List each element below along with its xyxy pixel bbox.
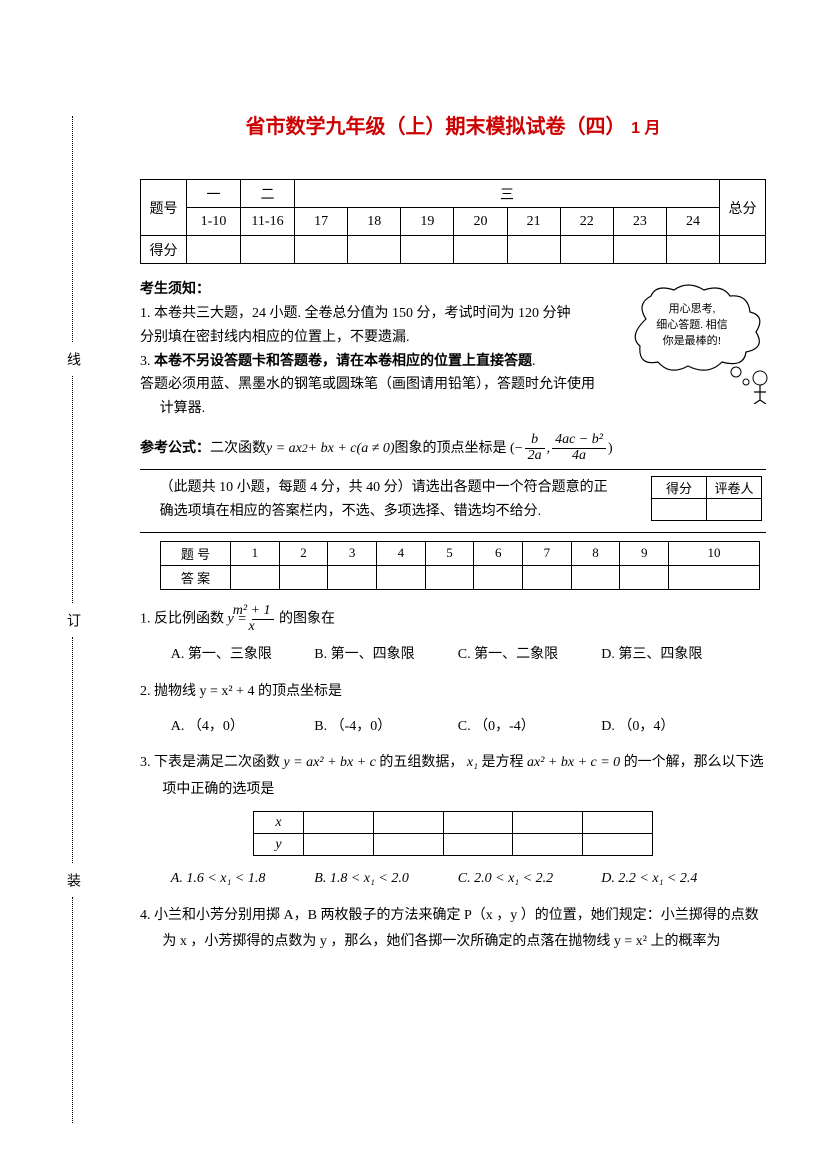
formula-label: 参考公式： [140,436,210,461]
cell: 题号 [141,180,187,236]
cell [720,236,766,264]
cell: 22 [560,208,613,236]
score-summary-table: 题号 一 二 三 总分 1-10 11-16 17 18 19 20 21 22… [140,179,766,264]
answer-table: 题 号 1 2 3 4 5 6 7 8 9 10 答 案 [160,541,760,590]
question-2-options: A. （4，0） B. （-4，0） C. （0，-4） D. （0，4） [140,714,766,741]
cell [348,236,401,264]
cell: 1-10 [187,208,241,236]
cell: 19 [401,208,454,236]
cell: 总分 [720,180,766,236]
question-4: 4. 小兰和小芳分别用掷 A，B 两枚骰子的方法来确定 P（x ，y ）的位置，… [140,903,766,956]
thought-bubble-cartoon: 用心思考, 细心答题. 相信 你是最棒的! [626,284,776,404]
cell [666,236,719,264]
cell [613,236,666,264]
dotted-line [72,116,73,342]
svg-text:细心答题. 相信: 细心答题. 相信 [656,317,728,331]
mini-score-table: 得分评卷人 [651,476,762,521]
question-3-options: A. 1.6 < x₁ < 1.8 B. 1.8 < x₁ < 2.0 C. 2… [140,866,766,893]
question-2: 2. 抛物线 y = x² + 4 的顶点坐标是 [140,679,766,706]
cell [507,236,560,264]
cell: 20 [454,208,507,236]
formula-text: 二次函数 [210,436,266,461]
cell: 23 [613,208,666,236]
margin-char-line: 线 [62,348,82,370]
title-suffix: 1 月 [631,120,660,137]
page-content: 省市数学九年级（上）期末模拟试卷（四） 1 月 题号 一 二 三 总分 1-10… [140,110,766,956]
cell: 18 [348,208,401,236]
cell: 三 [295,180,720,208]
notice-block: 考生须知： 1. 本卷共三大题，24 小题. 全卷总分值为 150 分，考试时间… [140,278,766,421]
binding-margin: 线 订 装 [62,110,82,1129]
title-main: 省市数学九年级（上）期末模拟试卷（四） [246,116,626,138]
question-1-options: A. 第一、三象限 B. 第一、四象限 C. 第一、二象限 D. 第三、四象限 [140,642,766,669]
margin-char-ding: 订 [62,609,82,631]
cell: 一 [187,180,241,208]
cell: 24 [666,208,719,236]
cell [454,236,507,264]
vertex-frac-2: 4ac − b² 4a [552,433,606,463]
reference-formula: 参考公式： 二次函数 y = ax2 + bx + c (a ≠ 0) 图象的顶… [140,433,766,463]
margin-char-zhuang: 装 [62,869,82,891]
question-3: 3. 下表是满足二次函数 y = ax² + bx + c 的五组数据， x₁ … [140,750,766,803]
question-1: 1. 反比例函数 y = m² + 1 x 的图象在 [140,604,766,634]
section-1-header: （此题共 10 小题，每题 4 分，共 40 分）请选出各题中一个符合题意的正确… [140,469,766,533]
cell: 二 [241,180,295,208]
cell: 得分 [141,236,187,264]
page-title: 省市数学九年级（上）期末模拟试卷（四） 1 月 [140,110,766,139]
cell [241,236,295,264]
dotted-line [72,637,73,863]
cell [187,236,241,264]
cell [560,236,613,264]
dotted-line [72,897,73,1123]
vertex-frac-1: b 2a [525,433,545,463]
cell [295,236,348,264]
cell [401,236,454,264]
cell: 17 [295,208,348,236]
question-3-data-table: x y [253,811,653,856]
svg-text:你是最棒的!: 你是最棒的! [663,333,722,347]
dotted-line [72,376,73,602]
svg-text:用心思考,: 用心思考, [669,302,716,315]
cell: 11-16 [241,208,295,236]
cell: 21 [507,208,560,236]
